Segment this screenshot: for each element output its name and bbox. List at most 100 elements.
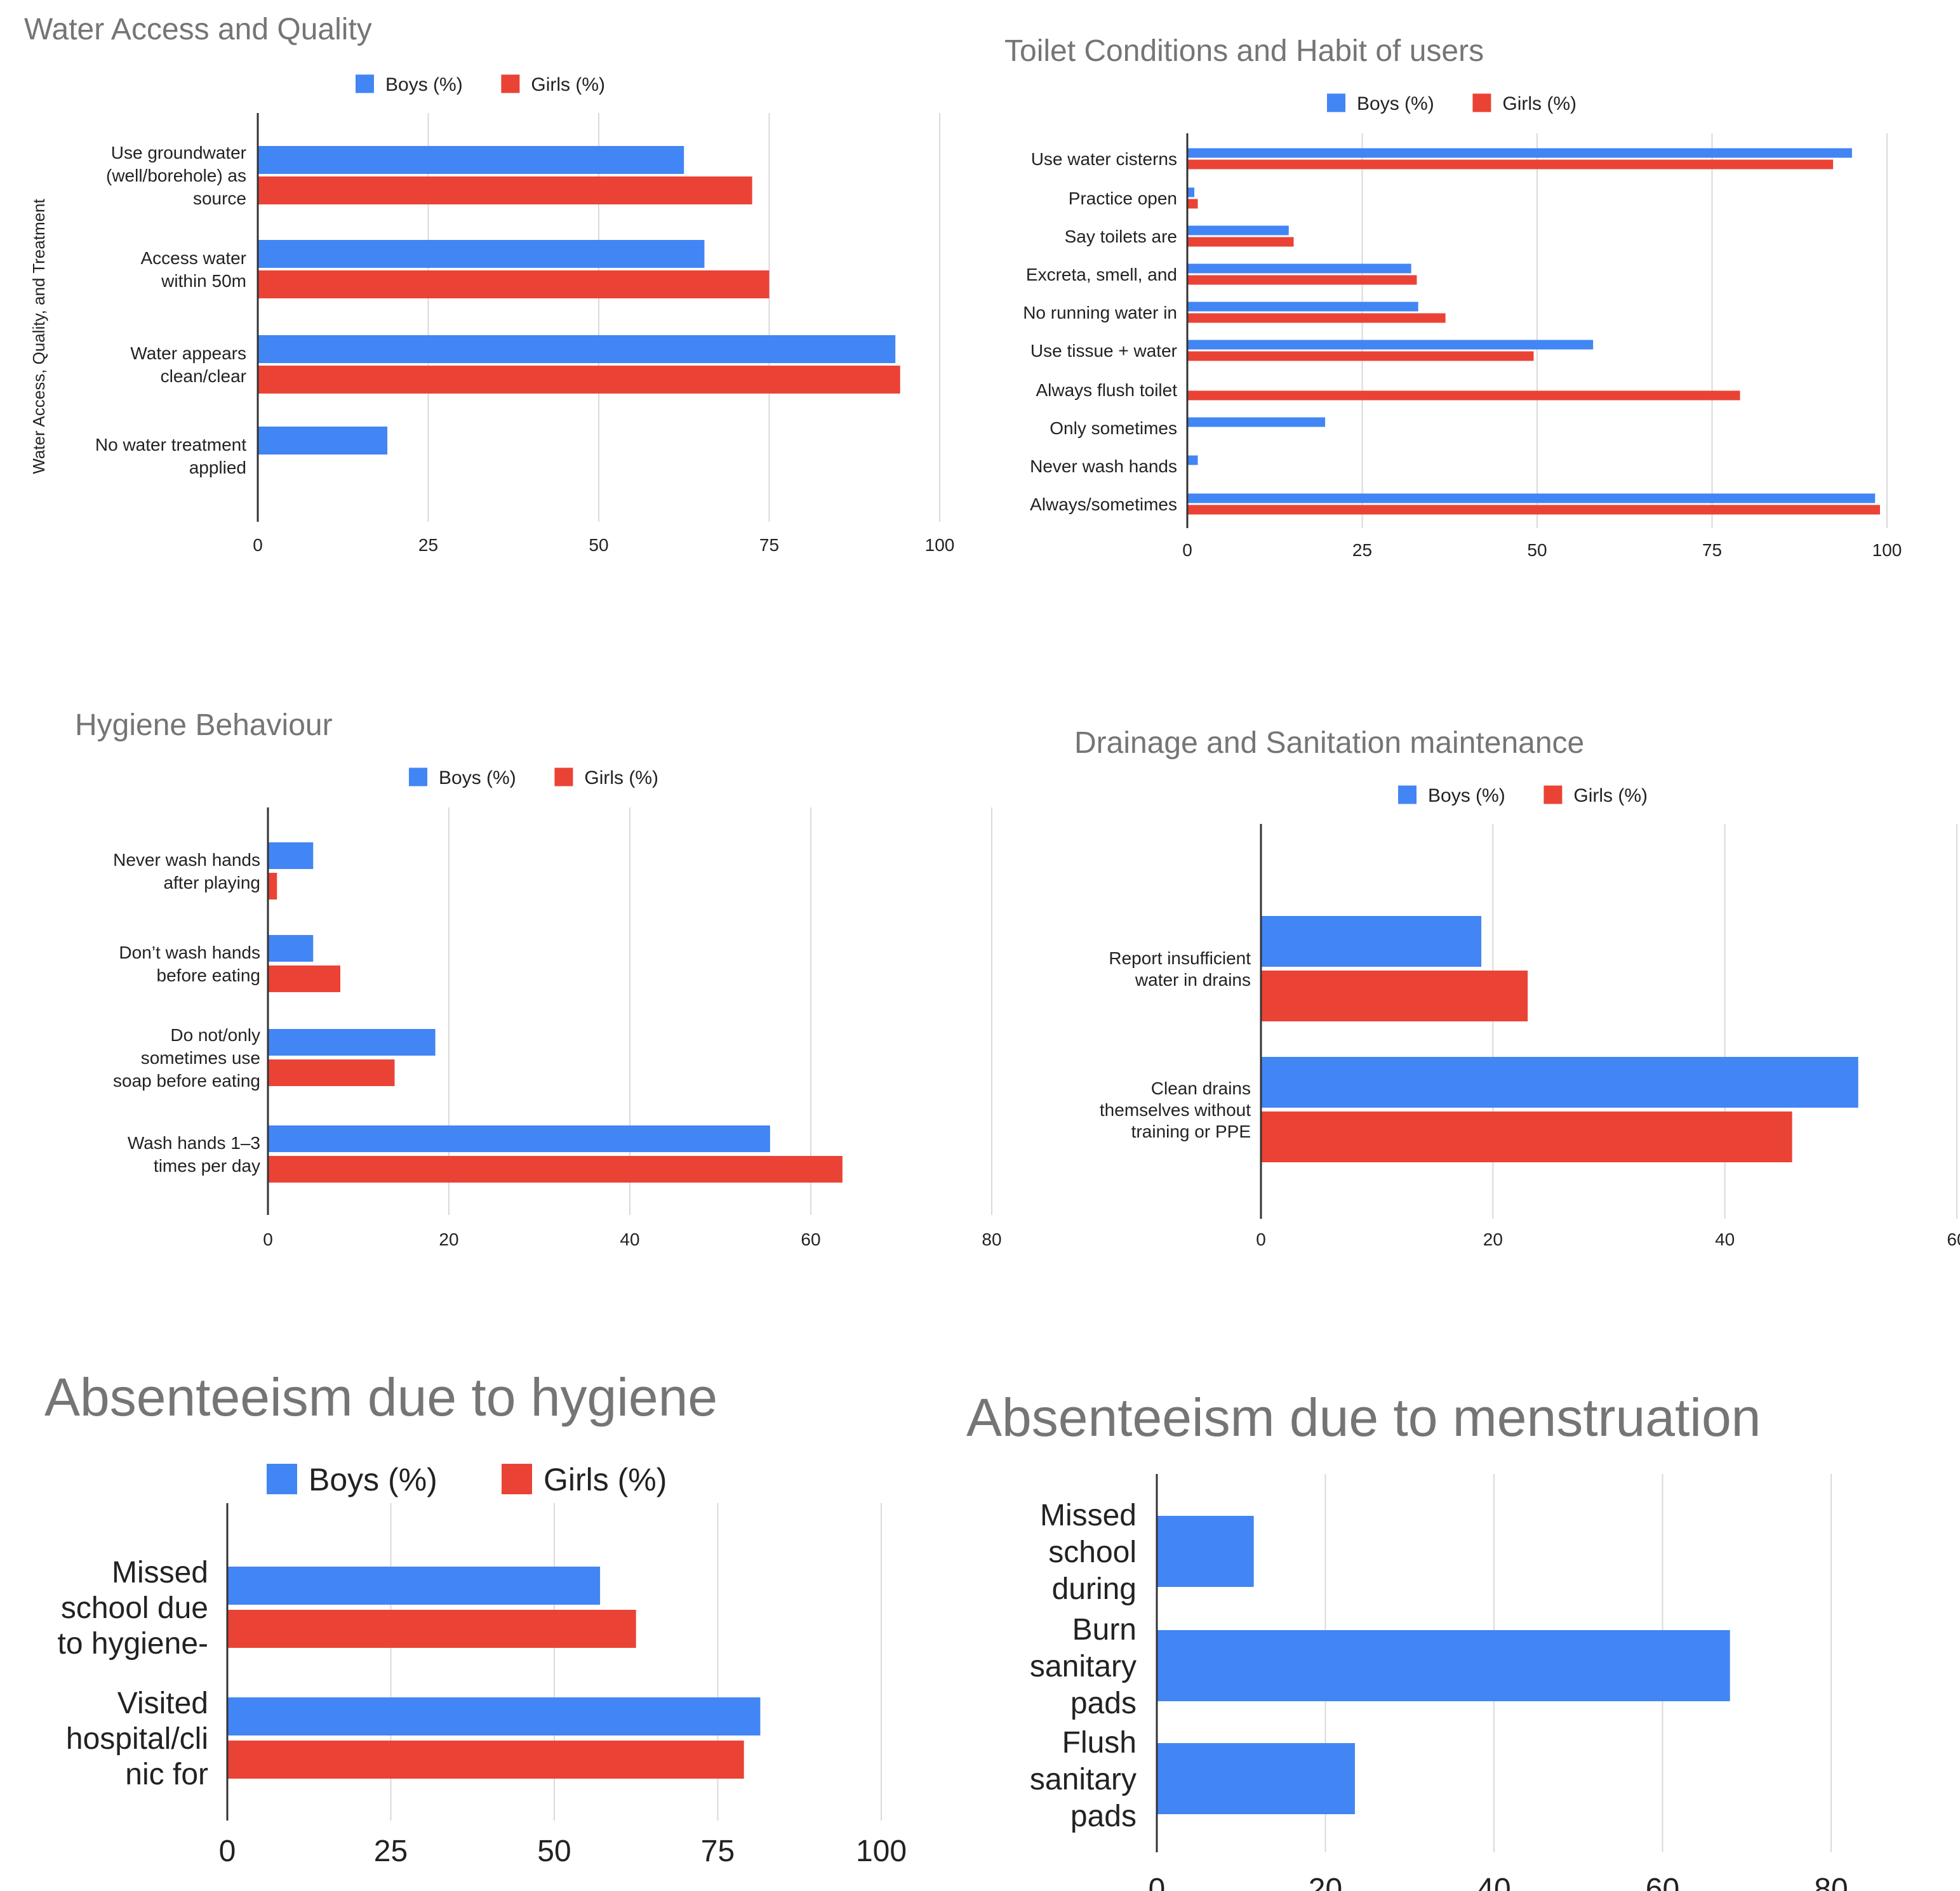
bar-girls-1 — [1261, 971, 1528, 1021]
category-label: Use water cisterns — [1031, 149, 1177, 169]
category-label: before eating — [157, 965, 260, 985]
legend-label-boys: Boys (%) — [385, 74, 463, 95]
chart-hygiene-behaviour: Hygiene Behaviour Boys (%) Girls (%) 0 20 40 6… — [75, 708, 1002, 1249]
category-label: pads — [1070, 1687, 1137, 1720]
x-tick-label: 0 — [219, 1835, 236, 1868]
legend-swatch-girls — [502, 1464, 532, 1494]
bar-girls-2 — [1261, 1111, 1792, 1162]
bar-girls-1 — [268, 873, 277, 899]
legend-label-girls: Girls (%) — [584, 767, 658, 788]
bar-boys-9 — [1187, 455, 1198, 465]
category-label: Water appears — [130, 343, 246, 363]
bar-boys-1 — [1187, 148, 1852, 158]
chart-title: Absenteeism due to menstruation — [966, 1388, 1761, 1447]
chart-water-access: Water Access and Quality Boys (%) Girls (%… — [24, 13, 954, 555]
x-tick-label: 25 — [418, 535, 438, 555]
bar-girls-4 — [1187, 275, 1417, 285]
category-label: Practice open — [1069, 189, 1177, 208]
bar-boys-3 — [1187, 225, 1289, 236]
category-label: Excreta, smell, and — [1026, 265, 1177, 284]
x-tick-label: 50 — [589, 535, 608, 555]
category-label: No water treatment — [95, 435, 246, 455]
category-label: Never wash hands — [1030, 456, 1177, 476]
category-label: Use groundwater — [111, 143, 246, 163]
legend-swatch-girls — [501, 74, 520, 93]
x-tick-label: 40 — [1477, 1873, 1510, 1891]
category-label: source — [193, 189, 246, 208]
legend-swatch-girls — [1472, 93, 1491, 112]
chart-absenteeism-hygiene: Absenteeism due to hygiene Boys (%) Girls … — [44, 1367, 907, 1868]
bar-boys-6 — [1187, 340, 1594, 350]
category-label: Clean drains — [1151, 1078, 1251, 1098]
bar-girls-2 — [227, 1741, 744, 1779]
bar-boys-3 — [258, 335, 896, 363]
x-tick-label: 0 — [1149, 1873, 1166, 1891]
category-label: Access water — [141, 248, 247, 268]
legend-swatch-boys — [356, 74, 374, 93]
x-tick-label: 0 — [253, 535, 263, 555]
category-label: sometimes use — [141, 1048, 260, 1068]
x-tick-label: 0 — [1256, 1230, 1266, 1249]
category-label: school due — [61, 1591, 208, 1625]
bar-girls-6 — [1187, 351, 1534, 361]
category-label: Flush — [1062, 1726, 1137, 1760]
chart-title: Water Access and Quality — [24, 13, 372, 46]
bar-girls-1 — [227, 1610, 636, 1648]
category-label: (well/borehole) as — [106, 166, 246, 185]
legend-label-boys: Boys (%) — [309, 1462, 437, 1497]
legend-swatch-boys — [1398, 785, 1417, 804]
legend-swatch-boys — [267, 1464, 297, 1494]
y-axis-title: Water Access, Quality, and Treatment — [29, 198, 48, 474]
x-tick-label: 100 — [925, 535, 955, 555]
bar-boys-1 — [258, 146, 684, 174]
category-label: Wash hands 1–3 — [128, 1133, 260, 1153]
category-label: sanitary — [1030, 1763, 1137, 1796]
category-label: to hygiene- — [58, 1627, 209, 1661]
chart-title: Hygiene Behaviour — [75, 708, 333, 742]
bar-girls-2 — [268, 965, 340, 992]
legend-label-girls: Girls (%) — [531, 74, 605, 95]
x-tick-label: 20 — [439, 1230, 458, 1249]
category-label: Missed — [1040, 1499, 1137, 1532]
legend-label-boys: Boys (%) — [1428, 785, 1505, 806]
category-label: nic for — [125, 1758, 208, 1791]
category-label: sanitary — [1030, 1650, 1137, 1683]
x-tick-label: 20 — [1309, 1873, 1342, 1891]
category-label: pads — [1070, 1800, 1137, 1833]
x-tick-label: 75 — [759, 535, 779, 555]
bar-boys-8 — [1187, 417, 1326, 427]
category-label: Always/sometimes — [1030, 494, 1177, 514]
category-label: during — [1052, 1572, 1137, 1606]
x-tick-label: 0 — [1182, 540, 1192, 560]
x-tick-label: 60 — [1646, 1873, 1679, 1891]
chart-drainage-sanitation: Drainage and Sanitation maintenance Boys … — [1074, 726, 1960, 1249]
bar-boys-10 — [1187, 493, 1876, 503]
legend-swatch-girls — [554, 767, 573, 786]
legend-label-girls: Girls (%) — [543, 1462, 667, 1497]
category-label: school — [1048, 1536, 1137, 1569]
x-tick-label: 50 — [1527, 540, 1547, 560]
x-tick-label: 50 — [537, 1835, 571, 1868]
bar-boys-1 — [227, 1567, 601, 1605]
legend-label-boys: Boys (%) — [1357, 93, 1434, 114]
chart-title: Toilet Conditions and Habit of users — [1004, 34, 1484, 68]
bar-boys-4 — [258, 427, 388, 455]
chart-toilet-conditions: Toilet Conditions and Habit of users Boys… — [1004, 34, 1902, 560]
category-label: Never wash hands — [113, 850, 260, 870]
legend-label-girls: Girls (%) — [1502, 93, 1577, 114]
category-label: themselves without — [1100, 1100, 1251, 1120]
legend-label-girls: Girls (%) — [1573, 785, 1648, 806]
bar-boys-1 — [1157, 1516, 1254, 1587]
bar-girls-1 — [258, 176, 752, 204]
category-label: Missed — [112, 1556, 208, 1589]
bar-boys-4 — [1187, 263, 1411, 274]
bar-boys-3 — [268, 1029, 436, 1056]
category-label: applied — [189, 458, 246, 477]
legend-swatch-girls — [1543, 785, 1563, 804]
bar-boys-5 — [1187, 302, 1418, 312]
category-label: Report insufficient — [1109, 948, 1251, 968]
category-label: training or PPE — [1131, 1122, 1251, 1141]
bar-girls-1 — [1187, 159, 1834, 169]
bar-girls-4 — [268, 1156, 843, 1183]
